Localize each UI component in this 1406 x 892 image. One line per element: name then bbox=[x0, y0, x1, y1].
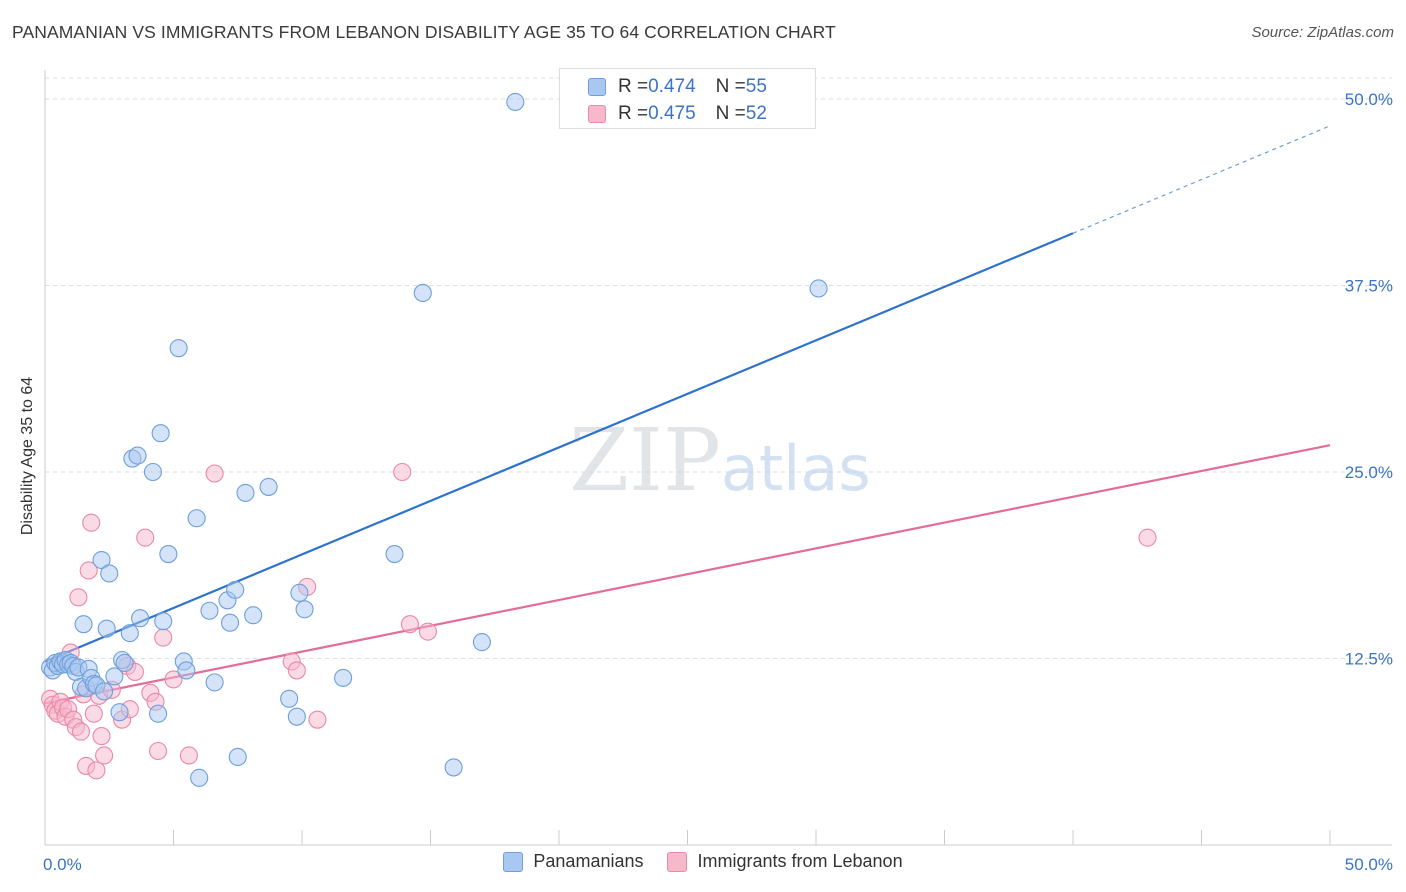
panamanian-point bbox=[280, 689, 299, 708]
lebanon-point bbox=[287, 661, 306, 680]
legend-swatch-pink bbox=[588, 104, 606, 123]
lebanon-point bbox=[1138, 528, 1157, 547]
legend-row-lebanon: R = 0.475 N = 52 bbox=[560, 100, 767, 127]
panamanian-point bbox=[236, 483, 255, 502]
n-value: 55 bbox=[745, 75, 767, 97]
n-label: N = bbox=[715, 102, 746, 124]
r-label: R = bbox=[618, 102, 649, 124]
lebanon-point bbox=[79, 561, 98, 580]
lebanon-point bbox=[69, 588, 88, 607]
correlation-legend: R = 0.474 N = 55 R = 0.475 N = 52 bbox=[559, 68, 816, 129]
series-legend: Panamanians Immigrants from Lebanon bbox=[0, 851, 1406, 872]
panamanian-point bbox=[259, 477, 278, 496]
y-tick-label: 37.5% bbox=[1345, 277, 1393, 296]
panamanian-point bbox=[295, 600, 314, 619]
y-tick-label: 12.5% bbox=[1345, 650, 1393, 669]
x-tick-label: 0.0% bbox=[43, 855, 82, 874]
axes bbox=[44, 70, 1392, 846]
panamanian-point bbox=[169, 339, 188, 358]
panamanian-point bbox=[244, 606, 263, 625]
lebanon-point bbox=[95, 746, 114, 765]
panamanian-point bbox=[74, 615, 93, 634]
watermark: ZIPatlas bbox=[569, 411, 870, 511]
y-tick-label: 50.0% bbox=[1345, 90, 1393, 109]
panamanian-point bbox=[95, 682, 114, 701]
lebanon-point bbox=[71, 722, 91, 741]
r-label: R = bbox=[618, 75, 649, 97]
y-tick-label: 25.0% bbox=[1345, 463, 1393, 482]
legend-swatch-blue bbox=[588, 77, 606, 96]
lebanon-point bbox=[149, 741, 168, 761]
panamanian-point bbox=[287, 707, 306, 726]
tick-labels: 12.5% 25.0% 37.5% 50.0% 0.0% 50.0% bbox=[43, 90, 1393, 874]
panamanian-point bbox=[115, 653, 134, 673]
legend-swatch-pink bbox=[667, 851, 688, 872]
panamanian-point bbox=[385, 545, 404, 564]
lebanon-point bbox=[400, 615, 419, 634]
lebanon-point bbox=[308, 710, 327, 729]
lebanon-point bbox=[418, 622, 437, 641]
legend-swatch-blue bbox=[503, 851, 524, 872]
chart-source: Source: ZipAtlas.com bbox=[1251, 24, 1394, 41]
panamanian-point bbox=[334, 668, 353, 687]
panamanian-point bbox=[220, 613, 240, 632]
n-label: N = bbox=[715, 75, 746, 97]
lebanon-point bbox=[87, 761, 106, 780]
panamanian-point bbox=[290, 583, 309, 602]
lebanon-point bbox=[92, 727, 111, 746]
panamanian-point bbox=[92, 550, 111, 570]
lebanon-point bbox=[82, 513, 101, 532]
panamanian-point bbox=[105, 667, 124, 686]
panamanian-point bbox=[151, 424, 170, 443]
panamanian-point bbox=[506, 92, 525, 112]
chart-title: PANAMANIAN VS IMMIGRANTS FROM LEBANON DI… bbox=[12, 22, 836, 42]
legend-item-panamanians[interactable]: Panamanians bbox=[503, 851, 643, 872]
panamanian-point bbox=[228, 747, 247, 767]
panamanian-point bbox=[154, 612, 173, 631]
lebanon-point bbox=[393, 462, 412, 482]
panamanian-point bbox=[100, 564, 119, 583]
panamanian-point bbox=[472, 633, 491, 652]
panamanian-point bbox=[143, 462, 162, 482]
panamanian-point bbox=[205, 673, 224, 692]
lebanon-point bbox=[154, 628, 173, 647]
r-value: 0.475 bbox=[648, 102, 696, 124]
panamanian-regression-line bbox=[44, 232, 1074, 663]
panamanian-point bbox=[131, 609, 150, 628]
lebanon-point bbox=[136, 528, 155, 547]
panamanian-point bbox=[159, 545, 178, 564]
panamanian-point bbox=[187, 509, 206, 528]
panamanian-point bbox=[226, 580, 245, 599]
panamanian-point bbox=[809, 279, 828, 298]
legend-label: Panamanians bbox=[533, 851, 644, 871]
panamanian-point bbox=[190, 768, 209, 787]
panamanian-point bbox=[149, 704, 168, 723]
legend-item-lebanon[interactable]: Immigrants from Lebanon bbox=[667, 851, 903, 872]
panamanian-point bbox=[97, 619, 116, 638]
gridlines bbox=[45, 77, 1392, 659]
panamanian-point bbox=[444, 758, 463, 777]
regression-lines bbox=[44, 125, 1331, 705]
lebanon-point bbox=[205, 464, 224, 483]
lebanon-point bbox=[179, 746, 198, 765]
data-points bbox=[41, 92, 1157, 787]
panamanian-regression-extension bbox=[1072, 125, 1331, 234]
lebanon-point bbox=[84, 704, 103, 723]
panamanian-point bbox=[110, 703, 129, 722]
panamanian-point bbox=[128, 446, 147, 465]
n-value: 52 bbox=[745, 102, 767, 124]
panamanian-point bbox=[120, 624, 139, 643]
lebanon-point bbox=[164, 670, 183, 689]
legend-row-panamanians: R = 0.474 N = 55 bbox=[560, 73, 767, 100]
x-tick-label: 50.0% bbox=[1345, 855, 1393, 874]
panamanian-point bbox=[200, 601, 219, 620]
panamanian-point bbox=[177, 661, 196, 680]
legend-label: Immigrants from Lebanon bbox=[697, 851, 903, 871]
lebanon-regression-line bbox=[44, 444, 1331, 705]
panamanian-point bbox=[413, 283, 432, 303]
r-value: 0.474 bbox=[648, 75, 696, 97]
